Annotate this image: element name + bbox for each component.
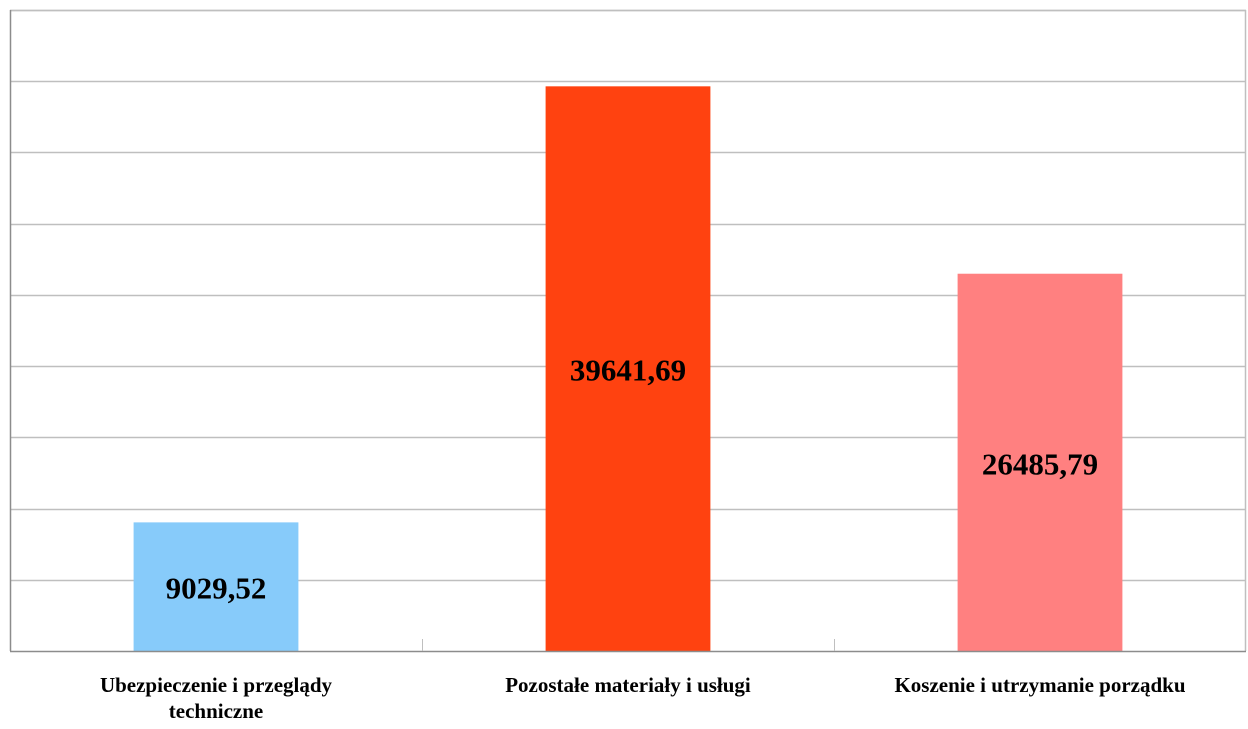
category-label: Pozostałe materiały i usługi [505,673,751,697]
category-label: Koszenie i utrzymanie porządku [894,673,1185,697]
data-label: 39641,69 [570,353,686,388]
category-label: Ubezpieczenie i przeglądy [100,673,333,697]
data-label: 26485,79 [982,446,1098,481]
bar [545,86,711,651]
bar [133,522,299,651]
bars [133,86,1123,651]
category-label: techniczne [169,699,263,723]
data-labels: 9029,52 39641,69 26485,79 [166,353,1099,606]
data-label: 9029,52 [166,571,267,606]
bar [957,273,1123,651]
axes [9,10,1246,653]
